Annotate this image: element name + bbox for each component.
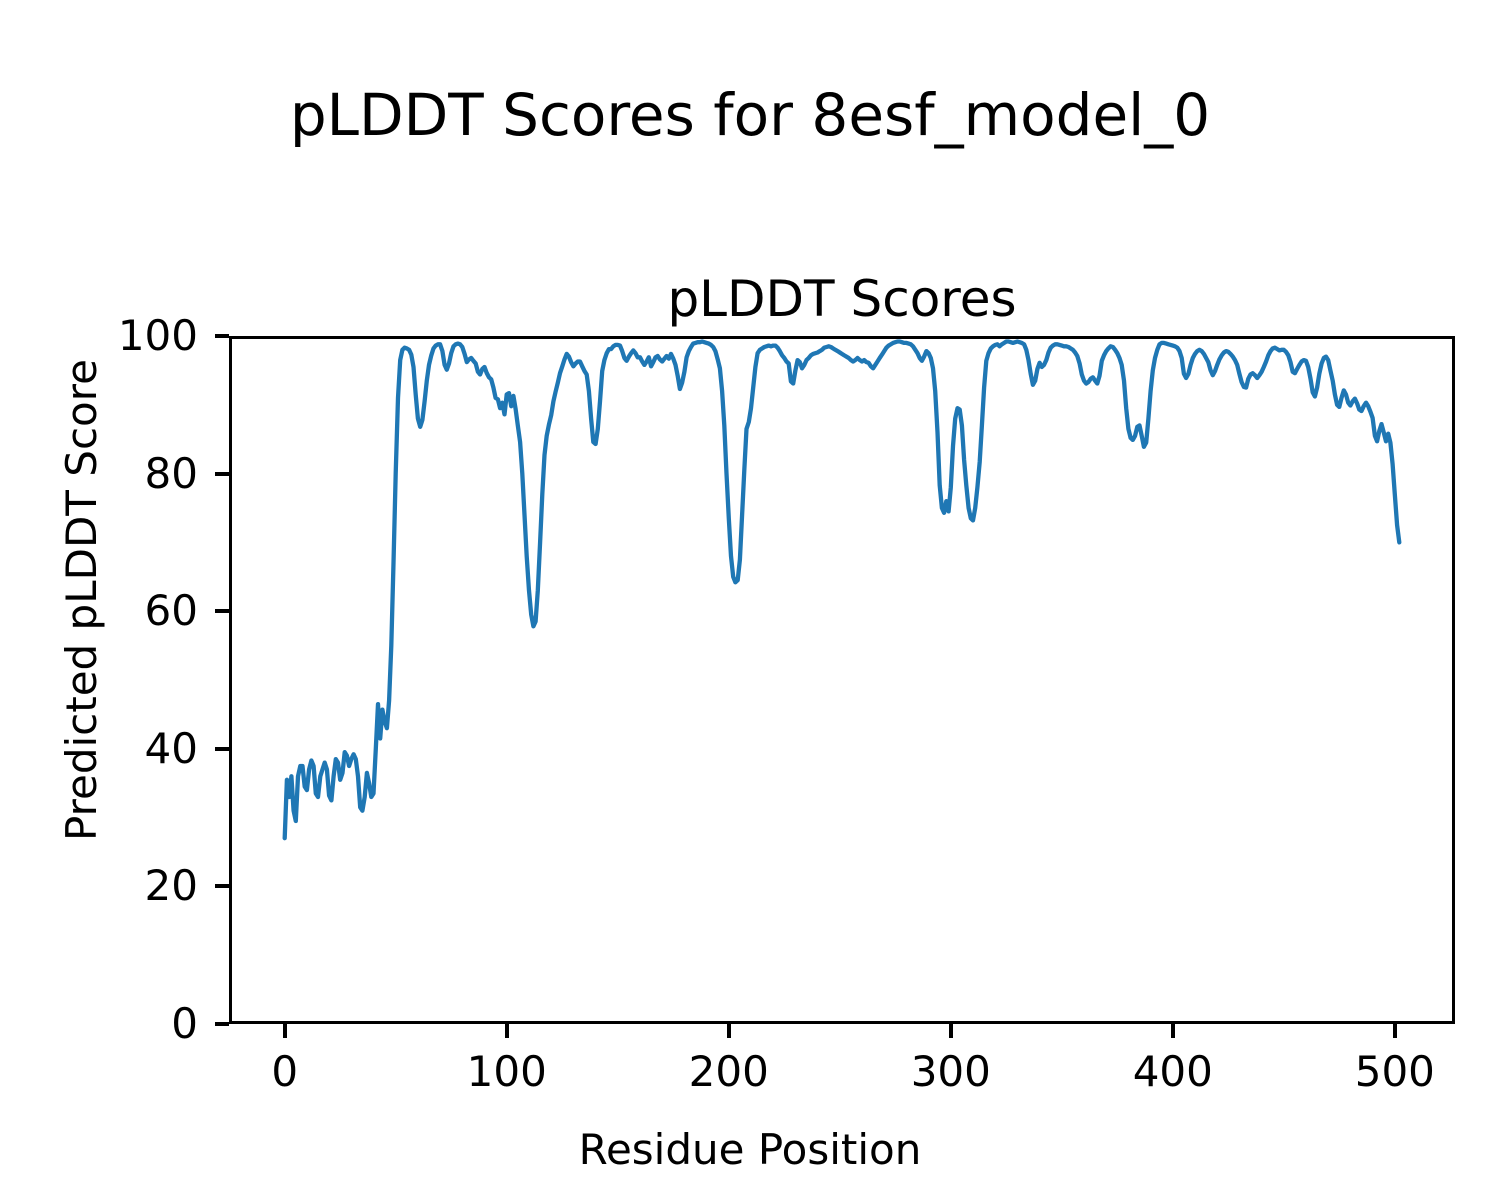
x-tick-label: 200 xyxy=(688,1047,769,1096)
y-tick-label: 60 xyxy=(144,586,198,636)
x-tick-mark xyxy=(504,1024,509,1038)
x-tick-label: 0 xyxy=(271,1047,299,1096)
y-tick-mark xyxy=(215,1022,229,1026)
x-tick-mark xyxy=(948,1024,953,1038)
axes-title: pLDDT Scores xyxy=(667,270,1017,328)
x-tick-mark xyxy=(1392,1024,1397,1038)
y-tick-label: 20 xyxy=(144,861,198,911)
plot-area xyxy=(229,336,1455,1024)
y-tick-mark xyxy=(215,609,229,614)
x-tick-mark xyxy=(1170,1024,1175,1038)
x-tick-label: 500 xyxy=(1354,1047,1435,1096)
axes-border xyxy=(229,336,1455,1024)
x-tick-label: 300 xyxy=(910,1047,991,1096)
y-tick-label: 40 xyxy=(144,723,198,773)
y-tick-mark xyxy=(215,334,229,338)
y-tick-label: 100 xyxy=(117,311,198,360)
x-axis-label: Residue Position xyxy=(578,1125,922,1174)
x-tick-label: 100 xyxy=(466,1047,547,1096)
x-tick-label: 400 xyxy=(1132,1047,1213,1096)
plddt-line xyxy=(282,339,1402,841)
y-tick-mark xyxy=(215,746,229,751)
y-axis-label: Predicted pLDDT Score xyxy=(57,359,106,841)
x-tick-mark xyxy=(726,1024,731,1038)
y-tick-mark xyxy=(215,884,229,889)
x-tick-mark xyxy=(282,1024,287,1038)
y-tick-label: 80 xyxy=(144,448,198,498)
y-tick-label: 0 xyxy=(171,999,198,1048)
figure-suptitle: pLDDT Scores for 8esf_model_0 xyxy=(289,81,1211,149)
y-tick-mark xyxy=(215,471,229,476)
